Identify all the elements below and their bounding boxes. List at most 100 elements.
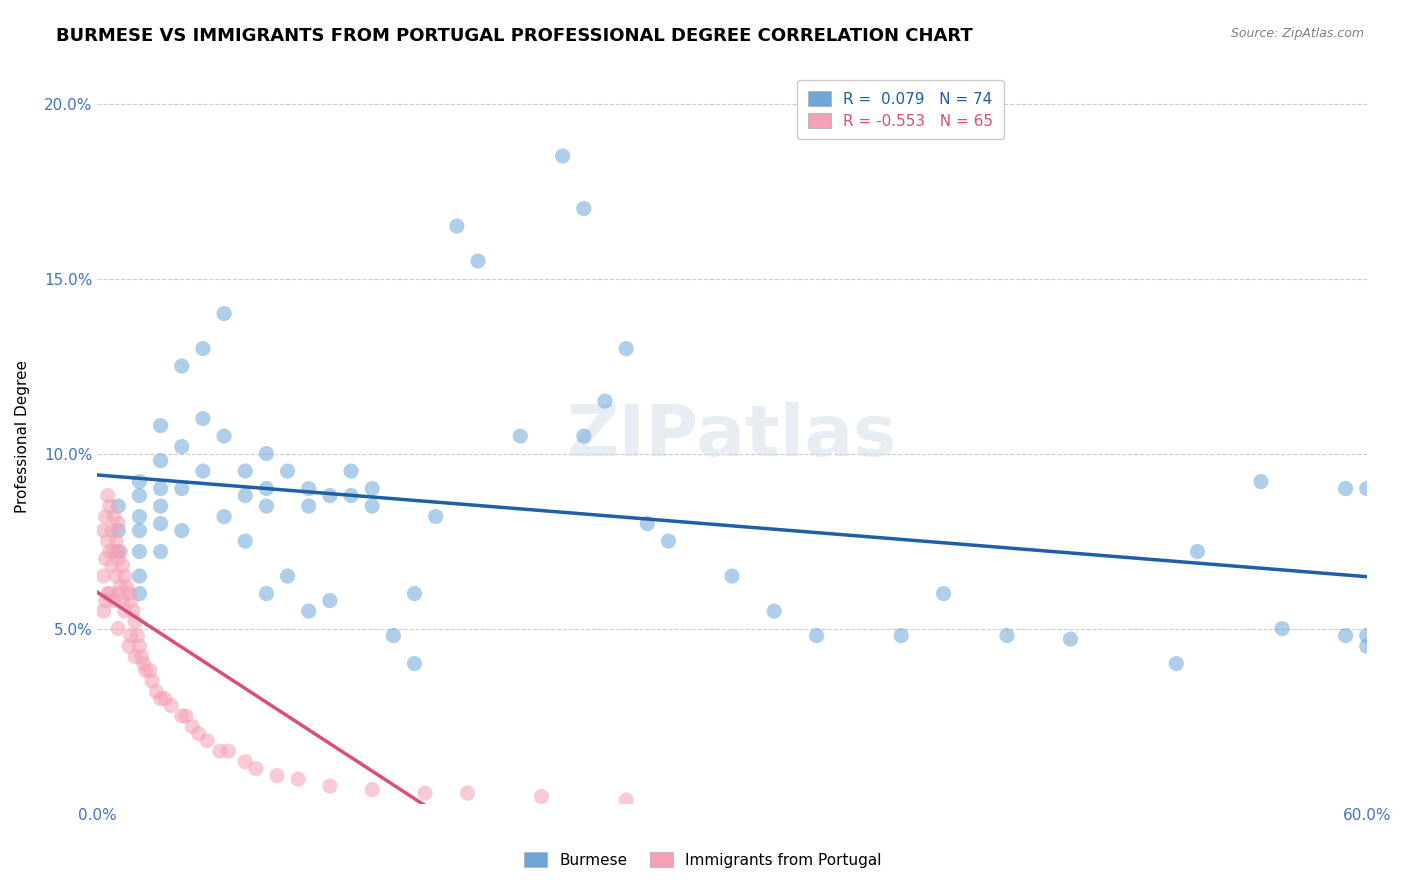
- Point: [118, 639, 141, 653]
- Point: [107, 524, 129, 538]
- Point: [266, 769, 288, 783]
- Point: [110, 544, 132, 558]
- Point: [382, 629, 405, 643]
- Point: [233, 489, 256, 503]
- Point: [128, 475, 150, 489]
- Point: [340, 464, 363, 478]
- Point: [105, 534, 128, 549]
- Point: [105, 569, 128, 583]
- Point: [298, 604, 321, 618]
- Point: [103, 509, 125, 524]
- Point: [298, 499, 321, 513]
- Point: [340, 489, 363, 503]
- Point: [170, 482, 193, 496]
- Point: [277, 569, 299, 583]
- Point: [124, 649, 146, 664]
- Point: [319, 489, 342, 503]
- Point: [122, 604, 145, 618]
- Point: [636, 516, 658, 531]
- Point: [101, 524, 124, 538]
- Point: [120, 629, 142, 643]
- Point: [298, 482, 321, 496]
- Point: [995, 629, 1018, 643]
- Point: [110, 580, 132, 594]
- Point: [97, 489, 120, 503]
- Point: [94, 593, 117, 607]
- Point: [191, 411, 214, 425]
- Point: [593, 394, 616, 409]
- Point: [170, 359, 193, 373]
- Point: [467, 254, 489, 268]
- Point: [1334, 482, 1357, 496]
- Point: [170, 709, 193, 723]
- Point: [131, 649, 153, 664]
- Point: [425, 509, 447, 524]
- Point: [141, 674, 163, 689]
- Point: [1355, 639, 1378, 653]
- Point: [217, 744, 239, 758]
- Point: [763, 604, 786, 618]
- Point: [98, 499, 121, 513]
- Point: [149, 516, 172, 531]
- Point: [721, 569, 744, 583]
- Point: [212, 307, 235, 321]
- Point: [572, 429, 595, 443]
- Point: [107, 551, 129, 566]
- Point: [1166, 657, 1188, 671]
- Point: [456, 786, 478, 800]
- Point: [254, 446, 277, 460]
- Point: [212, 509, 235, 524]
- Text: BURMESE VS IMMIGRANTS FROM PORTUGAL PROFESSIONAL DEGREE CORRELATION CHART: BURMESE VS IMMIGRANTS FROM PORTUGAL PROF…: [56, 27, 973, 45]
- Point: [93, 569, 115, 583]
- Point: [195, 733, 218, 747]
- Point: [181, 720, 204, 734]
- Point: [212, 429, 235, 443]
- Point: [1250, 475, 1272, 489]
- Point: [107, 516, 129, 531]
- Point: [233, 464, 256, 478]
- Point: [287, 772, 309, 786]
- Point: [657, 534, 679, 549]
- Point: [254, 482, 277, 496]
- Text: Source: ZipAtlas.com: Source: ZipAtlas.com: [1230, 27, 1364, 40]
- Point: [187, 726, 209, 740]
- Point: [319, 593, 342, 607]
- Point: [170, 440, 193, 454]
- Point: [509, 429, 531, 443]
- Point: [115, 580, 138, 594]
- Point: [107, 544, 129, 558]
- Point: [107, 499, 129, 513]
- Point: [404, 657, 426, 671]
- Point: [149, 453, 172, 467]
- Point: [404, 586, 426, 600]
- Point: [174, 709, 197, 723]
- Point: [132, 657, 155, 671]
- Point: [170, 524, 193, 538]
- Point: [149, 482, 172, 496]
- Point: [806, 629, 828, 643]
- Point: [208, 744, 231, 758]
- Point: [114, 604, 136, 618]
- Point: [127, 629, 149, 643]
- Point: [97, 534, 120, 549]
- Point: [111, 558, 134, 573]
- Point: [277, 464, 299, 478]
- Point: [530, 789, 553, 804]
- Point: [233, 534, 256, 549]
- Point: [1059, 632, 1081, 646]
- Point: [94, 551, 117, 566]
- Point: [932, 586, 955, 600]
- Point: [446, 219, 468, 233]
- Point: [118, 586, 141, 600]
- Point: [1355, 482, 1378, 496]
- Point: [97, 586, 120, 600]
- Legend: R =  0.079   N = 74, R = -0.553   N = 65: R = 0.079 N = 74, R = -0.553 N = 65: [797, 80, 1004, 139]
- Point: [98, 586, 121, 600]
- Point: [128, 489, 150, 503]
- Point: [128, 639, 150, 653]
- Point: [890, 629, 912, 643]
- Point: [135, 664, 157, 678]
- Point: [98, 544, 121, 558]
- Point: [124, 615, 146, 629]
- Point: [614, 793, 637, 807]
